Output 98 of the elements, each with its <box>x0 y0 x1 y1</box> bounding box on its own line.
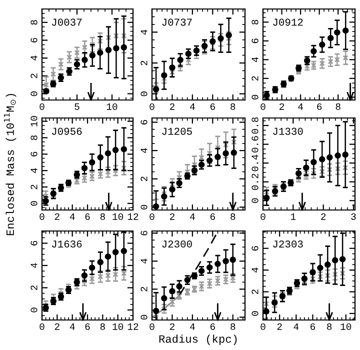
x-tick-label: 8 <box>327 323 332 330</box>
x-tick-label: 8 <box>336 103 340 110</box>
x-tick-label: 0 <box>260 213 266 220</box>
text: J1205 <box>162 128 192 135</box>
x-tick-label: 2 <box>170 103 174 110</box>
y-tick-label: 0.6 <box>252 136 258 152</box>
x-tick-label: 0 <box>150 103 154 110</box>
y-tick-label: 0 <box>252 198 258 203</box>
x-tick-label: 4 <box>70 323 75 330</box>
x-tick-label: 12 <box>128 213 138 220</box>
x-tick-label: 0 <box>150 213 154 220</box>
y-tick-label: 0.8 <box>252 117 258 134</box>
y-tick-label: 8 <box>30 135 38 140</box>
text: J0912 <box>273 18 303 26</box>
y-tick-label: 6 <box>252 246 258 251</box>
x-tick-label: 0 <box>260 323 266 330</box>
x-tick-label: 4 <box>298 103 303 110</box>
y-tick-label: 4 <box>30 263 38 268</box>
y-tick-label: 2 <box>140 60 148 66</box>
y-tick-label: 6 <box>30 38 38 42</box>
x-tick-label: 4 <box>190 213 195 220</box>
y-tick-label: 0 <box>30 201 38 206</box>
text: J0037 <box>52 18 82 26</box>
x-tick-label: 10 <box>112 213 124 220</box>
x-tick-label: 10 <box>106 103 118 110</box>
x-axis-title: Radius (kpc) <box>159 334 237 345</box>
x-tick-label: 6 <box>310 323 316 330</box>
x-tick-label: 5 <box>74 103 80 110</box>
x-tick-label: 0 <box>40 103 44 110</box>
x-tick-label: 6 <box>210 323 215 330</box>
y-tick-label: 0 <box>30 91 38 96</box>
x-tick-label: 10 <box>112 323 124 330</box>
x-tick-label: 0 <box>40 323 44 330</box>
y-tick-label: 4 <box>30 56 38 60</box>
y-tick-label: 0 <box>252 311 258 316</box>
text: J2300 <box>162 240 192 248</box>
x-tick-label: 12 <box>128 323 138 330</box>
y-tick-label: 6 <box>140 230 148 236</box>
y-tick-label: 4 <box>30 168 38 173</box>
x-tick-label: 8 <box>230 103 236 110</box>
y-tick-label: 0.2 <box>252 174 258 190</box>
x-tick-label: 8 <box>100 213 105 220</box>
x-tick-label: 2 <box>54 323 60 330</box>
y-tick-label: 0 <box>140 314 148 320</box>
x-tick-label: 6 <box>210 103 215 110</box>
y-tick-label: 6 <box>252 38 258 44</box>
x-tick-label: 2 <box>280 103 284 110</box>
y-axis-title: Enclosed Mass (10$^{11}$M$_{⊙}$) <box>4 94 16 236</box>
y-tick-label: 6 <box>140 120 148 124</box>
y-tick-label: 0 <box>140 204 148 210</box>
y-tick-label: 2 <box>30 184 38 190</box>
y-tick-label: 2 <box>140 176 148 182</box>
y-tick-label: 4 <box>140 148 148 153</box>
y-tick-label: 4 <box>140 30 148 35</box>
x-tick-label: 4 <box>294 323 299 330</box>
x-tick-label: 2 <box>277 323 282 330</box>
x-tick-label: 1 <box>290 213 296 220</box>
y-tick-label: 6 <box>30 240 38 246</box>
y-tick-label: 0 <box>252 94 258 100</box>
y-tick-label: 0 <box>30 308 38 312</box>
text: J1636 <box>52 240 82 248</box>
x-tick-label: 2 <box>321 213 326 220</box>
y-tick-label: 0.4 <box>252 154 258 172</box>
y-tick-label: 10 <box>30 116 38 126</box>
text: J0956 <box>52 128 82 135</box>
y-tick-label: 6 <box>30 152 38 156</box>
y-tick-label: 4 <box>140 258 148 264</box>
x-tick-label: 6 <box>85 213 90 220</box>
x-tick-label: 6 <box>317 103 322 110</box>
y-tick-label: 2 <box>30 74 38 78</box>
x-tick-label: 2 <box>170 323 174 330</box>
x-tick-label: 2 <box>170 213 174 220</box>
x-tick-label: 0 <box>260 103 266 110</box>
x-tick-label: 10 <box>340 323 352 330</box>
x-tick-label: 6 <box>210 213 215 220</box>
y-tick-label: 2 <box>140 286 148 292</box>
text: J2303 <box>273 240 303 248</box>
y-tick-label: 2 <box>30 286 38 290</box>
y-tick-label: 4 <box>252 268 258 272</box>
x-tick-label: 6 <box>85 323 90 330</box>
x-tick-label: 4 <box>190 103 195 110</box>
x-tick-label: 0 <box>40 213 44 220</box>
x-tick-label: 8 <box>100 323 105 330</box>
x-tick-label: 8 <box>230 323 236 330</box>
x-tick-label: 3 <box>351 213 356 220</box>
y-tick-label: 8 <box>252 20 258 24</box>
y-tick-label: 2 <box>252 76 258 81</box>
x-tick-label: 8 <box>230 213 236 220</box>
y-tick-label: 8 <box>30 20 38 25</box>
x-tick-label: 2 <box>54 213 60 220</box>
y-tick-label: 2 <box>252 290 258 294</box>
x-tick-label: 4 <box>70 213 75 220</box>
y-tick-label: 0 <box>140 92 148 96</box>
x-tick-label: 4 <box>190 323 195 330</box>
y-tick-label: 4 <box>252 57 258 62</box>
x-tick-label: 0 <box>150 323 154 330</box>
text: J1330 <box>273 128 303 135</box>
text: J0737 <box>162 18 192 26</box>
